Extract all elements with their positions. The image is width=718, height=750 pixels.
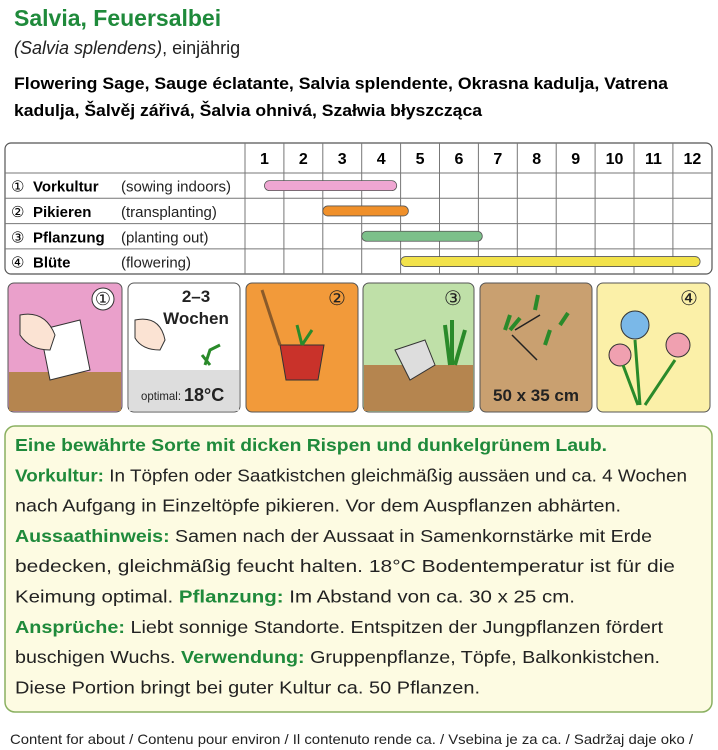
emphasis: Ansprüche: — [15, 617, 125, 637]
text-run: Samen nach der Aussaat in Samenkornstärk… — [170, 526, 652, 546]
duration: 2–3 — [182, 287, 210, 306]
step-labels: ① 2–3 Wochen optimal: 18°C ② ③ 50 x 35 c… — [91, 287, 698, 405]
emphasis: Vorkultur: — [15, 465, 104, 485]
month: 8 — [532, 151, 541, 168]
description-line: Vorkultur: In Töpfen oder Saatkistchen g… — [15, 465, 687, 485]
dibber — [260, 289, 282, 346]
step-number: ④ — [680, 288, 698, 310]
text-run: bedecken, gleichmäßig feucht halten. 18°… — [15, 556, 675, 576]
schedule: 1 2 3 4 5 6 7 8 9 10 11 12① Vorkultur (sowing indoors… — [5, 143, 712, 274]
subtitle: (Salvia splendens), einjährig — [14, 38, 240, 58]
row-name: Pflanzung — [33, 229, 105, 246]
description: Eine bewährte Sorte mit dicken Rispen un… — [15, 435, 687, 697]
sprout — [200, 343, 221, 366]
footer: Content for about / Contenu pour environ… — [10, 731, 693, 747]
emphasis: Eine bewährte Sorte mit dicken Rispen un… — [15, 435, 607, 455]
description-line: Aussaathinweis: Samen nach der Aussaat i… — [15, 526, 652, 546]
step-circle — [91, 287, 115, 311]
botanical: (Salvia splendens) — [14, 38, 162, 58]
emphasis: Aussaathinweis: — [15, 526, 170, 546]
row-number: ④ — [11, 255, 24, 272]
month: 10 — [606, 151, 624, 168]
hand — [19, 313, 56, 351]
emphasis: Pflanzung: — [179, 587, 284, 607]
flower — [608, 343, 632, 367]
month: 5 — [416, 151, 425, 168]
text-run: Diese Portion bringt bei guter Kultur ca… — [15, 677, 480, 697]
month: 12 — [683, 151, 701, 168]
text-run: Im Abstand von ca. 30 x 25 cm. — [284, 587, 575, 607]
description-line: bedecken, gleichmäßig feucht halten. 18°… — [15, 556, 675, 576]
row-translation: (sowing indoors) — [121, 179, 231, 196]
description-line: buschigen Wuchs. Verwendung: Gruppenpfla… — [15, 647, 660, 667]
plants — [503, 294, 570, 346]
row-translation: (flowering) — [121, 255, 191, 272]
description-line: Eine bewährte Sorte mit dicken Rispen un… — [15, 435, 607, 455]
month: 6 — [454, 151, 463, 168]
spacing: 50 x 35 cm — [493, 386, 579, 405]
arrows — [511, 314, 541, 361]
row-name: Blüte — [33, 255, 71, 272]
stems — [621, 339, 677, 406]
row-translation: (transplanting) — [121, 204, 217, 221]
bar — [361, 230, 483, 242]
emphasis: Verwendung: — [181, 647, 305, 667]
month: 2 — [299, 151, 308, 168]
bar — [400, 256, 701, 267]
pot — [279, 344, 325, 381]
step-number: ① — [95, 289, 111, 309]
temperature: 18°C — [184, 385, 224, 405]
month: 3 — [338, 151, 347, 168]
text-run: Keimung optimal. — [15, 587, 179, 607]
duration-unit: Wochen — [163, 309, 229, 328]
description-line: nach Aufgang in Einzeltöpfe pikieren. Vo… — [15, 496, 621, 516]
lifecycle: , einjährig — [162, 38, 240, 58]
text-run: In Töpfen oder Saatkistchen gleichmäßig … — [104, 465, 687, 485]
flower — [620, 310, 650, 340]
row-number: ② — [11, 204, 24, 221]
row-translation: (planting out) — [121, 229, 209, 246]
hand — [134, 318, 166, 351]
description-box — [4, 425, 713, 713]
text-run: Gruppenpflanze, Töpfe, Balkonkistchen. — [305, 647, 660, 667]
step-number: ③ — [444, 288, 462, 310]
text-run: Liebt sonnige Standorte. Entspitzen der … — [125, 617, 663, 637]
row-name: Vorkultur — [33, 179, 99, 196]
description-line: Keimung optimal. Pflanzung: Im Abstand v… — [15, 587, 575, 607]
row-number: ① — [11, 179, 24, 196]
seedling — [295, 324, 314, 346]
ground — [129, 370, 239, 411]
month: 1 — [260, 151, 269, 168]
temp-label: optimal: — [141, 389, 181, 403]
step-number: ② — [328, 288, 346, 310]
row-name: Pikieren — [33, 204, 91, 221]
common-names: kadulja, Šalvěj zářivá, Šalvia ohnivá, S… — [14, 101, 483, 120]
text-run: nach Aufgang in Einzeltöpfe pikieren. Vo… — [15, 496, 621, 516]
common-names: Flowering Sage, Sauge éclatante, Salvia … — [14, 74, 669, 93]
flower — [665, 332, 691, 358]
bar — [264, 180, 398, 192]
soil — [9, 372, 121, 411]
month: 11 — [645, 151, 662, 168]
month: 9 — [571, 151, 580, 168]
plant — [443, 320, 467, 366]
description-line: Ansprüche: Liebt sonnige Standorte. Ents… — [15, 617, 663, 637]
row-number: ③ — [11, 229, 24, 246]
description-line: Diese Portion bringt bei guter Kultur ca… — [15, 677, 480, 697]
trowel — [394, 339, 436, 381]
text-run: buschigen Wuchs. — [15, 647, 181, 667]
bar — [322, 205, 409, 217]
month: 7 — [493, 151, 502, 168]
month: 4 — [377, 151, 386, 168]
step-panels — [7, 282, 711, 413]
title: Salvia, Feuersalbei — [14, 5, 221, 31]
